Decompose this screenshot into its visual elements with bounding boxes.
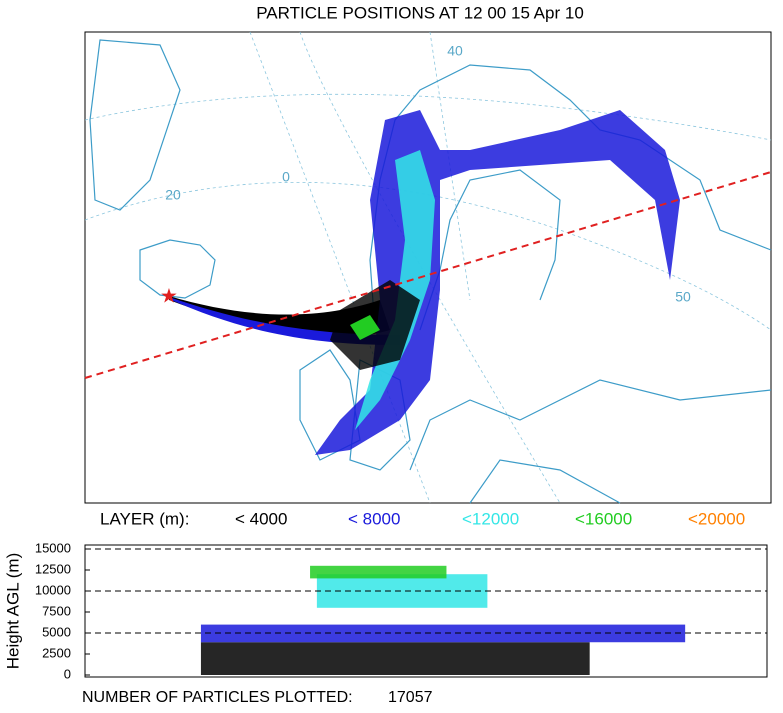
layer-band xyxy=(310,565,447,579)
particle-cloud xyxy=(355,150,435,430)
y-tick-label: 12500 xyxy=(35,561,71,576)
legend-entry: <12000 xyxy=(462,509,519,528)
y-tick-label: 15000 xyxy=(35,540,71,555)
layer-band xyxy=(200,624,686,643)
graticule-label: 50 xyxy=(675,289,691,305)
y-tick-label: 2500 xyxy=(42,645,71,660)
legend-title: LAYER (m): xyxy=(100,509,189,528)
title: PARTICLE POSITIONS AT 12 00 15 Apr 10 xyxy=(256,3,584,22)
y-axis-label: Height AGL (m) xyxy=(3,553,22,670)
footer-label: NUMBER OF PARTICLES PLOTTED: xyxy=(82,689,353,706)
layer-band xyxy=(316,574,488,608)
height-chart: 0 2500 5000 7500 10000 12500 15000 xyxy=(35,540,768,681)
coastline xyxy=(89,39,181,211)
y-tick-label: 7500 xyxy=(42,603,71,618)
y-tick-label: 5000 xyxy=(42,624,71,639)
y-tick-label: 0 xyxy=(64,666,71,681)
graticule-label: 40 xyxy=(447,43,463,59)
legend-entry: < 8000 xyxy=(348,509,400,528)
graticule-label: 20 xyxy=(165,187,181,203)
source-star: ★ xyxy=(160,285,178,307)
legend-entry: <20000 xyxy=(688,509,745,528)
coastline xyxy=(139,239,216,299)
legend-entry: <16000 xyxy=(575,509,632,528)
layer-band xyxy=(200,642,590,675)
graticule-label: 0 xyxy=(282,169,290,185)
footer-count: 17057 xyxy=(388,689,433,706)
chart-frame xyxy=(84,544,768,678)
legend-entry: < 4000 xyxy=(235,509,287,528)
particle-cloud xyxy=(350,315,380,340)
graticule xyxy=(84,31,772,504)
map: ★ xyxy=(84,31,772,504)
y-tick-label: 10000 xyxy=(35,582,71,597)
